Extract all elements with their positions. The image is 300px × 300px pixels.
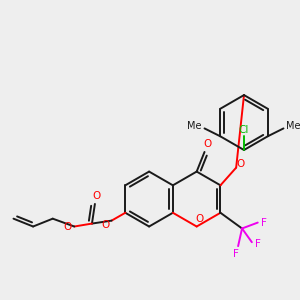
Text: Me: Me: [286, 122, 300, 131]
Text: O: O: [102, 220, 110, 230]
Text: F: F: [261, 218, 267, 228]
Text: F: F: [233, 249, 239, 259]
Text: O: O: [63, 223, 72, 232]
Text: Me: Me: [188, 122, 202, 131]
Text: F: F: [255, 239, 261, 249]
Text: O: O: [196, 214, 204, 224]
Text: O: O: [93, 191, 101, 201]
Text: O: O: [203, 139, 211, 149]
Text: Cl: Cl: [239, 125, 249, 135]
Text: O: O: [236, 159, 244, 169]
